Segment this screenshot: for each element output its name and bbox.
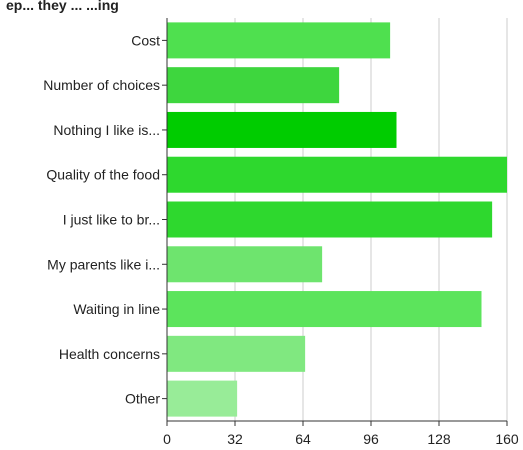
bar[interactable] — [167, 380, 238, 417]
bar[interactable] — [167, 67, 340, 104]
category-label: Other — [125, 391, 160, 407]
x-tick-label: 0 — [163, 431, 171, 447]
bars-group — [167, 22, 507, 417]
bar[interactable] — [167, 246, 323, 283]
bar[interactable] — [167, 291, 482, 328]
x-tick-label: 128 — [427, 431, 451, 447]
category-label: I just like to br... — [63, 212, 160, 228]
x-tick-label: 64 — [295, 431, 311, 447]
bar[interactable] — [167, 111, 397, 148]
bar[interactable] — [167, 156, 507, 193]
category-label: Number of choices — [43, 77, 160, 93]
category-label: Health concerns — [59, 346, 160, 362]
bar[interactable] — [167, 22, 391, 59]
category-label: Nothing I like is... — [53, 122, 160, 138]
category-label: Waiting in line — [73, 301, 160, 317]
x-tick-label: 32 — [227, 431, 243, 447]
bar[interactable] — [167, 201, 493, 238]
category-label: Quality of the food — [46, 167, 160, 183]
x-tick-label: 96 — [363, 431, 379, 447]
labels-group: 0 32 64 96 128 160 Cost Number of choices Nothin… — [43, 32, 519, 447]
chart-title: ep... they ... ...ing — [6, 0, 119, 13]
axes-group — [162, 18, 508, 426]
bar[interactable] — [167, 335, 306, 372]
category-label: My parents like i... — [47, 256, 160, 272]
category-label: Cost — [131, 32, 160, 48]
x-tick-label: 160 — [495, 431, 519, 447]
